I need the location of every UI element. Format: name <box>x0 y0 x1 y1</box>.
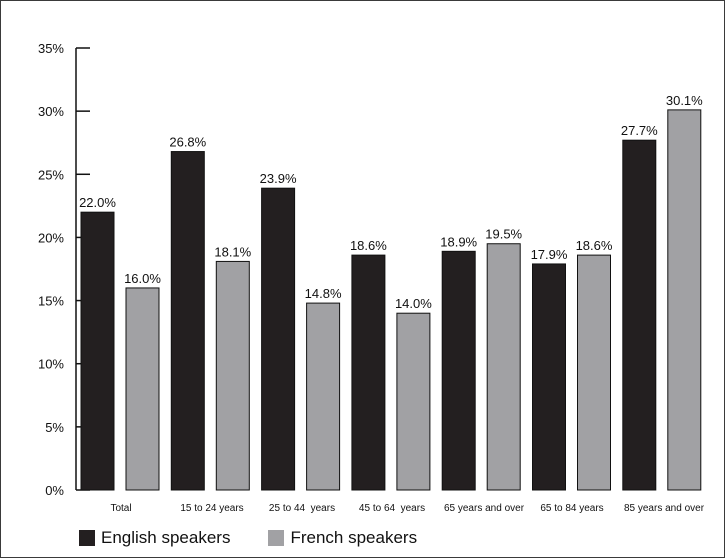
data-label: 16.0% <box>124 271 161 286</box>
x-tick-label: 65 to 84 years <box>540 503 603 514</box>
x-tick-label: Total <box>110 503 131 514</box>
legend-item-english: English speakers <box>79 528 230 548</box>
bar <box>532 263 566 491</box>
y-tick-label: 15% <box>38 294 64 309</box>
bars <box>80 109 702 491</box>
data-label: 18.6% <box>576 238 613 253</box>
bar <box>577 254 611 491</box>
legend-item-french: French speakers <box>268 528 417 548</box>
data-label: 26.8% <box>169 135 206 150</box>
legend: English speakers French speakers <box>79 527 455 549</box>
data-label: 14.8% <box>305 286 342 301</box>
x-tick-label: 25 to 44 years <box>269 503 335 514</box>
data-label: 18.9% <box>440 234 477 249</box>
x-axis-labels: Total 15 to 24 years 25 to 44 years 45 to 6… <box>110 503 704 514</box>
x-tick-label: 85 years and over <box>624 503 705 514</box>
bar <box>170 151 205 491</box>
legend-label-english: English speakers <box>101 528 231 547</box>
data-label: 18.1% <box>214 244 251 259</box>
bar <box>486 243 521 491</box>
data-label: 17.9% <box>531 247 568 262</box>
data-label: 27.7% <box>621 123 658 138</box>
y-tick-label: 10% <box>38 357 64 372</box>
y-tick-label: 35% <box>38 41 64 56</box>
legend-swatch-french <box>268 530 285 546</box>
bar <box>351 254 386 491</box>
data-label: 18.6% <box>350 238 387 253</box>
bar <box>215 260 250 491</box>
bar <box>125 287 160 491</box>
data-label: 30.1% <box>666 93 703 108</box>
data-label: 23.9% <box>260 171 297 186</box>
x-tick-label: 65 years and over <box>444 503 525 514</box>
data-label: 22.0% <box>79 195 116 210</box>
bar-chart: 0% 5% 10% 15% 20% 25% 30% 35% 22.0% 16.0% 26.8% 18… <box>38 41 705 514</box>
y-tick-label: 30% <box>38 104 64 119</box>
x-tick-label: 45 to 64 years <box>359 503 425 514</box>
bar <box>622 139 657 491</box>
y-tick-label: 25% <box>38 167 64 182</box>
bar <box>667 109 702 491</box>
bar <box>306 302 341 491</box>
y-tick-label: 20% <box>38 230 64 245</box>
x-tick-label: 15 to 24 years <box>180 503 243 514</box>
bar <box>441 250 476 491</box>
y-tick-label: 5% <box>45 420 64 435</box>
bar <box>261 187 296 491</box>
legend-label-french: French speakers <box>290 528 418 547</box>
bar <box>80 211 115 491</box>
bar <box>396 312 431 491</box>
data-label: 19.5% <box>485 227 522 242</box>
legend-swatch-english <box>79 530 95 546</box>
data-label: 14.0% <box>395 296 432 311</box>
data-labels: 22.0% 16.0% 26.8% 18.1% 23.9% 14.8% 18.6% 14.0%… <box>79 93 703 311</box>
y-tick-label: 0% <box>45 483 64 498</box>
